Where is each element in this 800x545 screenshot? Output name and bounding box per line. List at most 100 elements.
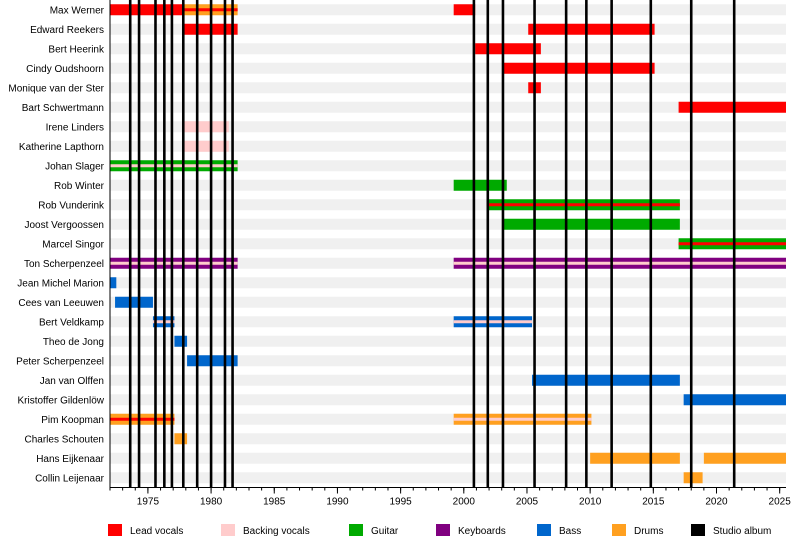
member-label: Ton Scherpenzeel xyxy=(24,259,104,270)
row-stripe xyxy=(110,82,786,94)
role-stripe-backing-vocals xyxy=(453,320,533,324)
legend-label: Lead vocals xyxy=(130,526,183,537)
member-bar xyxy=(678,238,786,250)
member-bar xyxy=(174,335,188,347)
row-stripe xyxy=(110,121,786,133)
legend-item: Bass xyxy=(537,524,581,537)
role-stripe-backing-vocals xyxy=(453,417,592,421)
role-stripe-lead-vocals xyxy=(110,417,175,421)
role-bar-lead-vocals xyxy=(475,43,541,55)
role-bar-drums xyxy=(590,452,680,464)
x-ticks: 1975 1980 1985 1990 1995 2000 2005 2010 2015 2020… xyxy=(109,487,792,508)
row-stripe xyxy=(110,62,786,74)
member-bar xyxy=(502,62,655,74)
member-label: Jean Michel Marion xyxy=(17,278,104,289)
legend-label: Studio album xyxy=(713,526,771,537)
role-bar-backing-vocals xyxy=(183,121,229,133)
legend-item: Backing vocals xyxy=(221,524,310,537)
role-stripe-backing-vocals xyxy=(110,164,238,168)
member-label: Collin Leijenaar xyxy=(35,473,105,484)
member-bar xyxy=(110,4,184,16)
role-bar-bass xyxy=(115,296,153,308)
row-stripe xyxy=(110,316,786,328)
member-label: Edward Reekers xyxy=(30,25,104,36)
role-bar-bass xyxy=(532,374,680,386)
member-bar xyxy=(475,43,541,55)
member-bar xyxy=(453,413,592,425)
row-stripe xyxy=(110,355,786,367)
member-bar xyxy=(590,452,680,464)
role-stripe-lead-vocals xyxy=(678,242,786,246)
x-tick-label: 1995 xyxy=(389,497,412,508)
member-bar xyxy=(453,257,786,269)
member-bar xyxy=(110,413,175,425)
row-stripe xyxy=(110,257,786,269)
member-label: Rob Winter xyxy=(54,181,105,192)
row-stripe xyxy=(110,394,786,406)
role-bar-drums xyxy=(683,472,703,484)
legend-swatch xyxy=(108,524,122,536)
member-label: Marcel Singor xyxy=(42,239,104,250)
member-label: Joost Vergoossen xyxy=(25,220,105,231)
role-bar-bass xyxy=(174,335,188,347)
row-stripe xyxy=(110,218,786,230)
role-stripe-backing-vocals xyxy=(453,261,786,265)
x-tick-label: 2015 xyxy=(642,497,665,508)
legend-label: Keyboards xyxy=(458,526,506,537)
member-bar xyxy=(487,199,680,211)
member-bar xyxy=(110,277,117,289)
legend-item: Guitar xyxy=(349,524,399,537)
member-label: Kristoffer Gildenlöw xyxy=(17,395,104,406)
member-label: Cees van Leeuwen xyxy=(18,298,104,309)
x-tick-label: 2005 xyxy=(516,497,539,508)
legend-swatch xyxy=(612,524,626,536)
legend-label: Backing vocals xyxy=(243,526,310,537)
member-label: Peter Scherpenzeel xyxy=(16,356,104,367)
role-bar-lead-vocals xyxy=(678,101,786,113)
role-stripe-lead-vocals xyxy=(487,203,680,207)
member-bar xyxy=(110,160,238,172)
member-label: Bert Veldkamp xyxy=(39,317,104,328)
member-label: Johan Slager xyxy=(45,161,105,172)
role-bar-lead-vocals xyxy=(502,62,655,74)
role-bar-lead-vocals xyxy=(528,23,655,35)
member-bar xyxy=(528,23,655,35)
row-stripe xyxy=(110,140,786,152)
legend-item: Drums xyxy=(612,524,663,537)
member-label: Monique van der Ster xyxy=(8,83,104,94)
row-stripe xyxy=(110,4,786,16)
legend-swatch xyxy=(349,524,363,536)
legend: Lead vocals Backing vocals Guitar Keyboards… xyxy=(108,524,771,537)
row-stripe xyxy=(110,374,786,386)
member-label: Bart Schwertmann xyxy=(22,103,104,114)
role-stripe-backing-vocals xyxy=(110,261,238,265)
row-stripe xyxy=(110,296,786,308)
row-stripe xyxy=(110,101,786,113)
member-label: Rob Vunderink xyxy=(38,200,105,211)
legend-swatch xyxy=(691,524,705,536)
member-label: Irene Linders xyxy=(46,122,104,133)
x-tick-label: 2020 xyxy=(705,497,728,508)
x-tick-label: 1990 xyxy=(326,497,349,508)
member-label: Charles Schouten xyxy=(25,434,105,445)
row-stripe xyxy=(110,277,786,289)
role-bar-guitar xyxy=(453,179,507,191)
role-bar-lead-vocals xyxy=(110,4,184,16)
row-stripe xyxy=(110,472,786,484)
x-tick-label: 1980 xyxy=(200,497,223,508)
member-bar xyxy=(110,257,238,269)
member-labels: Max Werner Edward Reekers Bert Heerink Cind… xyxy=(8,5,105,484)
x-tick-label: 2025 xyxy=(769,497,792,508)
member-label: Hans Eijkenaar xyxy=(36,454,104,465)
row-stripe xyxy=(110,43,786,55)
member-bar xyxy=(453,316,533,328)
row-stripe xyxy=(110,238,786,250)
legend-label: Guitar xyxy=(371,526,399,537)
role-bar-drums xyxy=(174,433,188,445)
role-bar-bass xyxy=(110,277,117,289)
member-bar xyxy=(683,472,703,484)
member-label: Katherine Lapthorn xyxy=(19,142,104,153)
legend-swatch xyxy=(537,524,551,536)
